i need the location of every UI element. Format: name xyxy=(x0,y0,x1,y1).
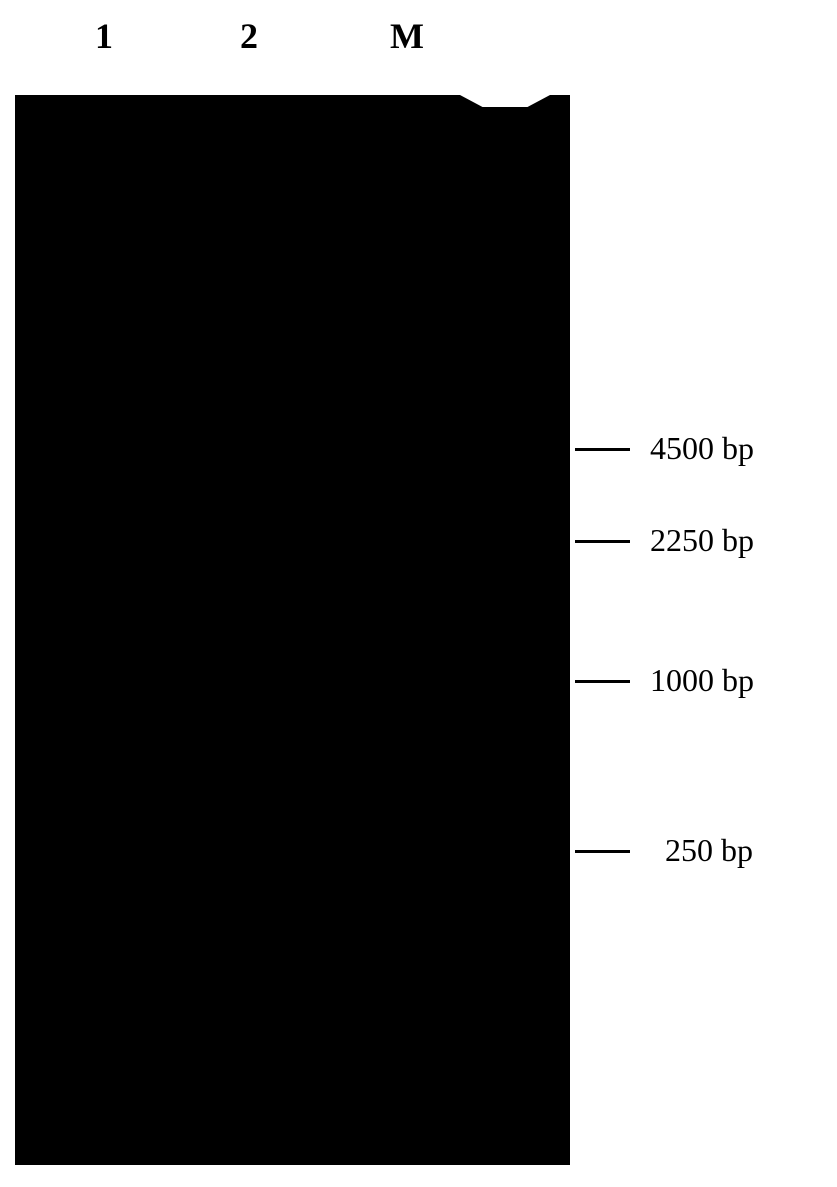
marker-tick-2 xyxy=(575,680,630,683)
marker-tick-3 xyxy=(575,850,630,853)
gel-image xyxy=(15,95,570,1165)
marker-label-3: 250 bp xyxy=(665,832,753,869)
marker-label-1: 2250 bp xyxy=(650,522,754,559)
marker-label-2: 1000 bp xyxy=(650,662,754,699)
lane-labels-row: 1 2 M xyxy=(0,15,837,75)
marker-label-0: 4500 bp xyxy=(650,430,754,467)
lane-label-2: 2 xyxy=(240,15,258,57)
lane-label-1: 1 xyxy=(95,15,113,57)
lane-label-m: M xyxy=(390,15,424,57)
gel-notch xyxy=(460,95,550,107)
gel-figure: 1 2 M 4500 bp 2250 bp 1000 bp 250 bp xyxy=(0,0,837,1187)
marker-tick-1 xyxy=(575,540,630,543)
marker-tick-0 xyxy=(575,448,630,451)
